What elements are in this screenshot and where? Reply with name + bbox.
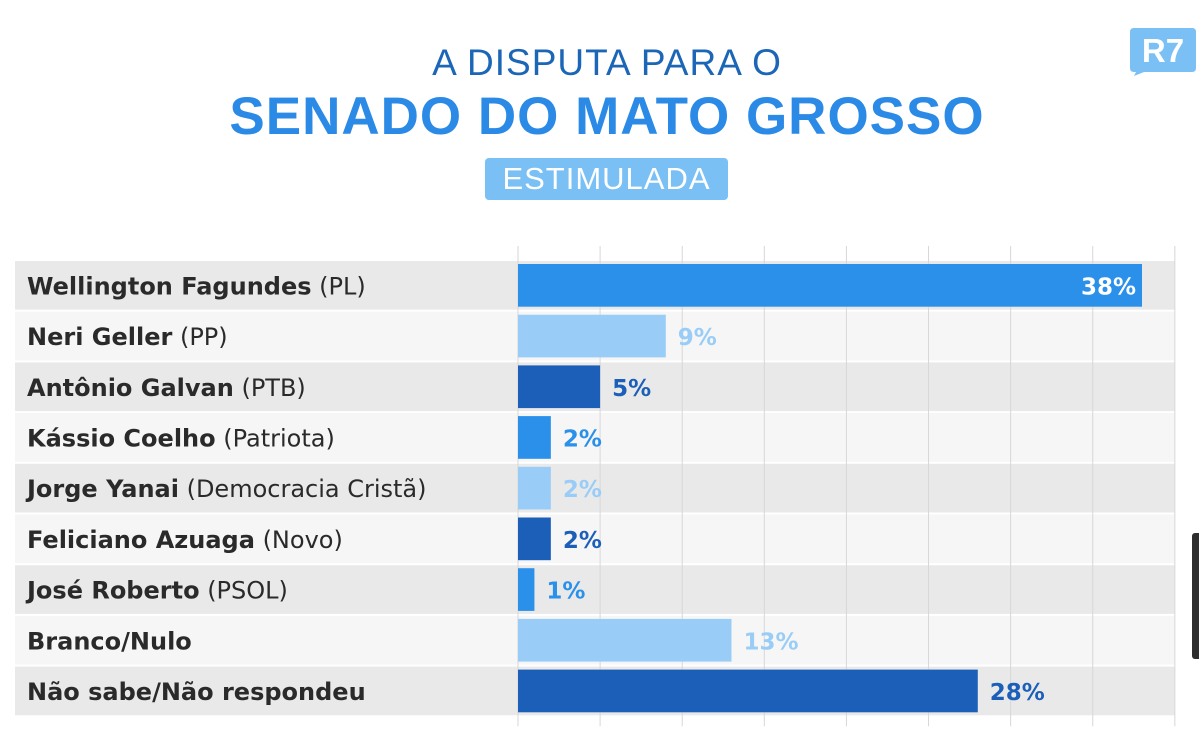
r7-logo-icon: [1130, 28, 1196, 76]
value-label: 38%: [1081, 274, 1136, 300]
candidate-name: Branco/Nulo: [27, 627, 192, 655]
party-name: (PP): [172, 323, 227, 351]
r7-logo-text: R7: [1141, 32, 1185, 69]
candidate-name: Kássio Coelho: [27, 424, 216, 452]
value-label: 13%: [743, 629, 798, 655]
candidate-name: Feliciano Azuaga: [27, 526, 255, 554]
value-label: 1%: [546, 579, 585, 605]
value-label: 5%: [612, 376, 651, 402]
row-background: [15, 565, 1175, 614]
bar: [518, 416, 551, 459]
value-label: 2%: [563, 528, 602, 554]
category-label: Branco/Nulo: [27, 627, 192, 655]
bar: [518, 314, 666, 358]
value-label: 2%: [563, 477, 602, 503]
candidate-name: Wellington Fagundes: [27, 272, 312, 300]
value-label: 9%: [678, 325, 717, 351]
category-label: Feliciano Azuaga (Novo): [27, 526, 343, 554]
chart-title-line2: SENADO DO MATO GROSSO: [229, 87, 985, 146]
party-name: (PTB): [234, 374, 306, 402]
category-label: Wellington Fagundes (PL): [27, 272, 366, 300]
row-background: [15, 514, 1175, 564]
bar: [518, 618, 732, 662]
bar: [518, 568, 535, 611]
candidate-name: Antônio Galvan: [27, 374, 234, 402]
party-name: (Democracia Cristã): [179, 475, 427, 503]
screen-edge-handle: [1192, 533, 1199, 659]
candidate-name: Não sabe/Não respondeu: [27, 678, 366, 706]
category-label: Não sabe/Não respondeu: [27, 678, 366, 706]
bar: [518, 466, 551, 510]
party-name: (Patriota): [216, 424, 335, 452]
party-name: (Novo): [255, 526, 343, 554]
subtitle-badge: ESTIMULADA: [485, 158, 728, 200]
party-name: (PL): [312, 272, 366, 300]
candidate-name: Jorge Yanai: [25, 475, 179, 503]
party-name: (PSOL): [200, 577, 288, 605]
chart-title-line1: A DISPUTA PARA O: [432, 42, 782, 83]
bar: [518, 264, 1142, 307]
row-background: [15, 463, 1175, 513]
candidate-name: Neri Geller: [27, 323, 172, 351]
bar-chart: Wellington Fagundes (PL) 38% Neri Geller (…: [15, 246, 1176, 727]
candidate-name: José Roberto: [25, 577, 200, 605]
value-label: 28%: [990, 680, 1045, 706]
row-background: [15, 413, 1175, 462]
value-label: 2%: [563, 426, 602, 452]
category-label: Jorge Yanai (Democracia Cristã): [25, 475, 427, 503]
bar: [518, 517, 551, 561]
category-label: Antônio Galvan (PTB): [27, 374, 306, 402]
bar: [518, 669, 978, 713]
category-label: Neri Geller (PP): [27, 323, 228, 351]
bar: [518, 365, 601, 409]
category-label: Kássio Coelho (Patriota): [27, 424, 335, 452]
category-label: José Roberto (PSOL): [25, 577, 288, 605]
r7-logo-shape: [1130, 28, 1196, 76]
